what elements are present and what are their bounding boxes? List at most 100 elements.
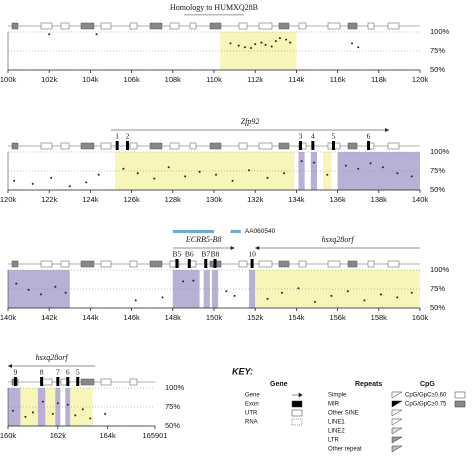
- exon-label: B7: [201, 250, 210, 259]
- repeat-box: [129, 260, 138, 268]
- repeat-box: [298, 142, 307, 150]
- point: [167, 166, 170, 169]
- x-tick-label: 134k: [288, 195, 305, 204]
- x-tick-label: 156k: [329, 313, 346, 322]
- x-tick-label: 142k: [41, 313, 58, 322]
- point: [300, 160, 303, 163]
- point: [231, 179, 234, 182]
- exon-label: 3: [299, 132, 303, 141]
- exon: [125, 141, 129, 150]
- point: [410, 175, 413, 178]
- repeat-box: [100, 142, 112, 150]
- repeat-box: [60, 142, 70, 150]
- region: [337, 152, 420, 190]
- x-tick-label: 120k: [0, 195, 16, 204]
- point: [48, 33, 51, 36]
- point: [289, 41, 292, 44]
- exon: [66, 377, 70, 386]
- point: [266, 297, 269, 300]
- point: [250, 46, 253, 49]
- point: [369, 162, 372, 165]
- x-tick-label: 138k: [371, 195, 388, 204]
- region: [249, 270, 256, 308]
- key-item: CpG/GpC≥0.75: [405, 402, 447, 408]
- x-tick-label: 120k: [412, 75, 429, 84]
- exon: [56, 377, 60, 386]
- point: [39, 293, 42, 296]
- repeat-box: [189, 142, 197, 150]
- y-tick-label: 50%: [430, 65, 445, 74]
- key-item: Gene: [245, 393, 260, 399]
- point: [24, 415, 27, 418]
- key-heading: Repeats: [355, 381, 382, 388]
- repeat-box: [100, 260, 112, 268]
- exon: [204, 259, 208, 268]
- repeat-box: [258, 22, 273, 30]
- exon: [331, 141, 335, 150]
- repeat-box: [169, 260, 180, 268]
- repeat-box: [209, 142, 222, 150]
- point: [278, 37, 281, 40]
- point: [81, 408, 84, 411]
- exon: [311, 141, 315, 150]
- repeat-box: [278, 22, 290, 30]
- point: [330, 294, 333, 297]
- key-icon: [391, 391, 403, 399]
- repeat-box: [129, 142, 138, 150]
- x-tick-label: 152k: [247, 313, 264, 322]
- exon: [76, 377, 80, 386]
- repeat-box: [60, 22, 70, 30]
- arrow-head: [8, 364, 12, 368]
- repeat-box: [149, 142, 163, 150]
- point: [297, 287, 300, 290]
- exon-label: 5: [76, 368, 80, 377]
- y-tick-label: 100%: [165, 383, 185, 392]
- repeat-box: [189, 22, 197, 30]
- repeat-box: [129, 22, 138, 30]
- key-item: MIR: [328, 402, 340, 408]
- exon: [250, 259, 254, 268]
- exon-label: 4: [311, 132, 315, 141]
- key-heading: CpG: [420, 381, 435, 388]
- region: [323, 152, 332, 190]
- region: [310, 152, 317, 190]
- exon: [115, 141, 119, 150]
- region: [70, 388, 93, 426]
- region: [172, 270, 200, 308]
- key-heading: Gene: [270, 381, 288, 388]
- gene-name: hsxq28orf: [322, 235, 356, 244]
- point: [379, 293, 382, 296]
- exon-label: 6: [367, 132, 371, 141]
- point: [243, 46, 246, 49]
- x-tick-label: 118k: [371, 75, 387, 84]
- repeat-box: [327, 22, 341, 30]
- key-item: LINE1: [328, 420, 345, 426]
- x-tick-label: 162k: [50, 431, 67, 440]
- x-tick-label: 146k: [123, 313, 140, 322]
- region: [55, 388, 61, 426]
- point: [192, 279, 195, 282]
- x-tick-label: 108k: [165, 75, 182, 84]
- point: [280, 291, 283, 294]
- y-tick-label: 100%: [430, 265, 450, 274]
- point: [41, 400, 44, 403]
- repeat-box: [100, 22, 112, 30]
- point: [351, 42, 354, 45]
- repeat-box: [129, 378, 138, 386]
- point: [51, 412, 54, 415]
- key-item: Other SINE: [328, 411, 359, 417]
- point: [248, 169, 251, 172]
- y-tick-label: 75%: [165, 402, 180, 411]
- exon-label: B8: [211, 250, 220, 259]
- point: [198, 170, 201, 173]
- repeat-box: [40, 22, 53, 30]
- region: [220, 32, 297, 70]
- point: [237, 44, 240, 47]
- repeat-box: [209, 22, 222, 30]
- repeat-box: [11, 260, 19, 268]
- repeat-box: [149, 22, 163, 30]
- point: [54, 285, 57, 288]
- gene-name: ECRB5-B8: [185, 235, 222, 244]
- y-tick-label: 50%: [430, 303, 445, 312]
